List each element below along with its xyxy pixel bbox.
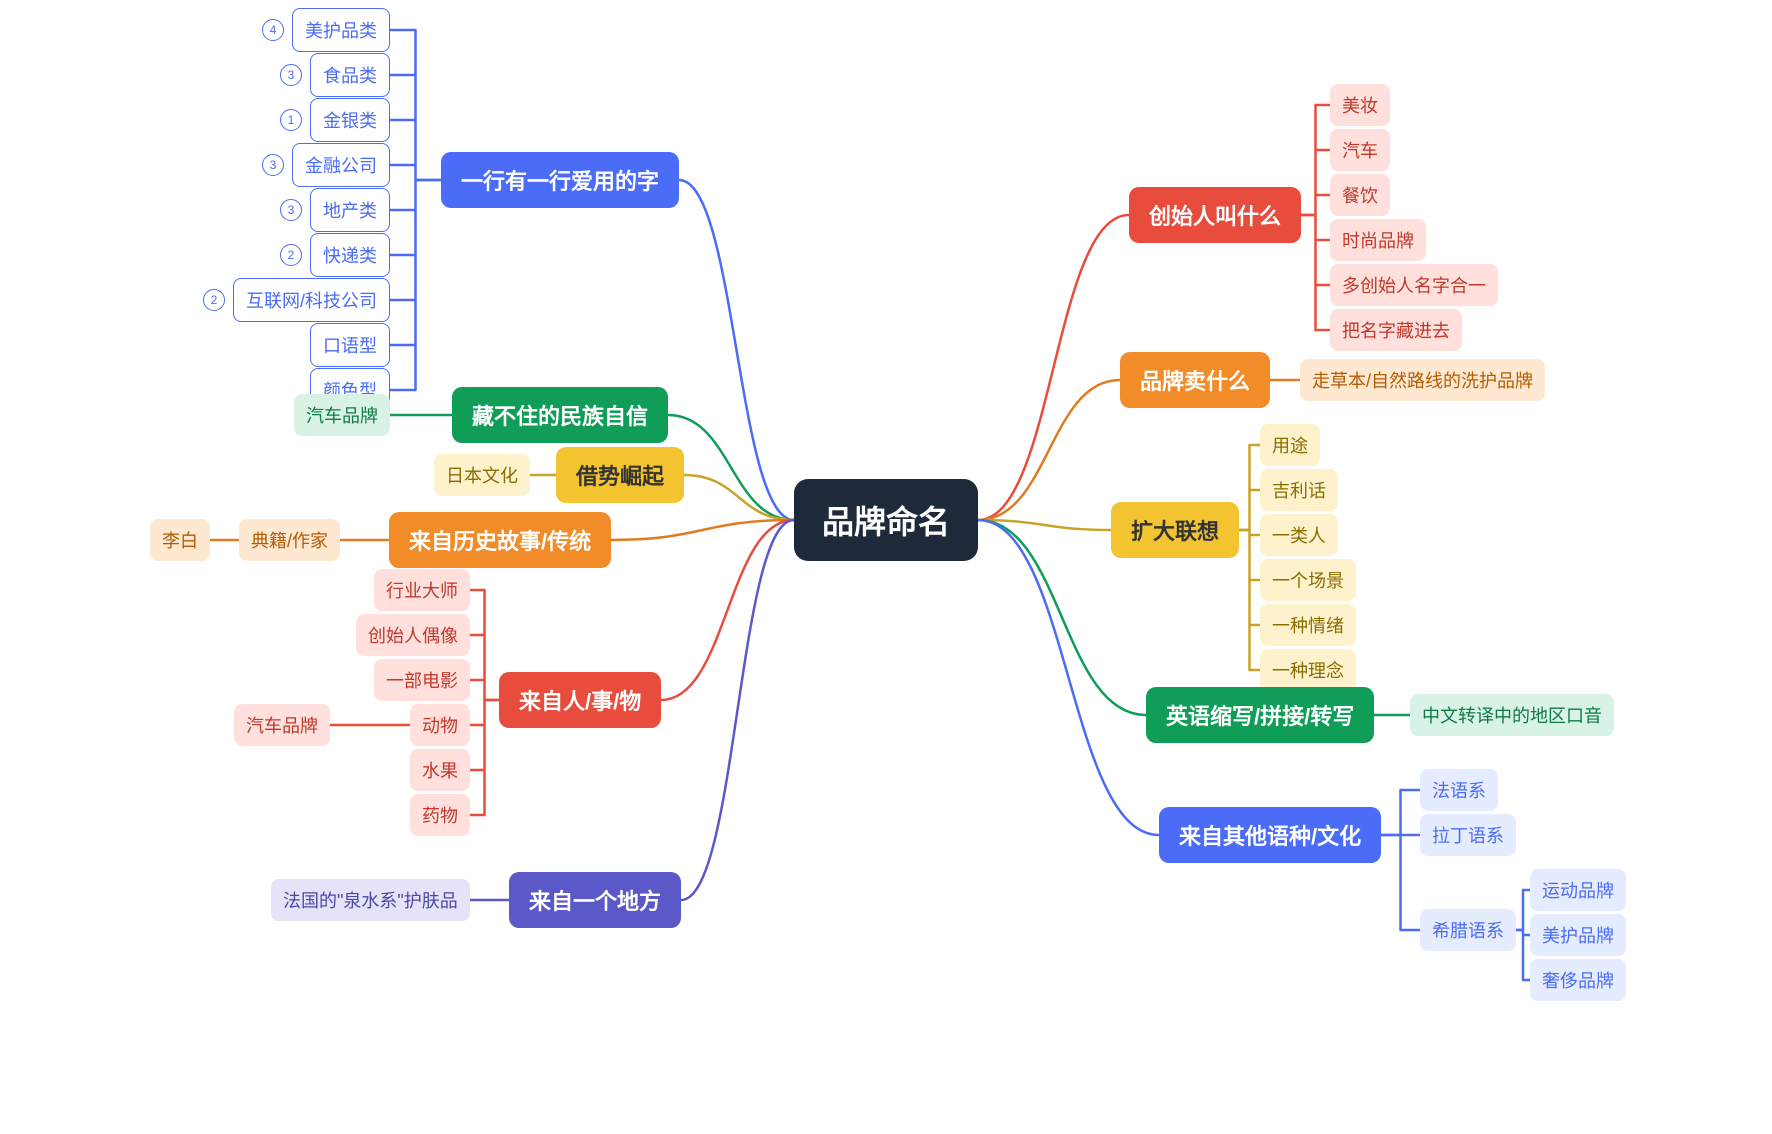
count-badge: 3 — [280, 199, 302, 221]
leaf-node: 食品类 — [310, 53, 390, 97]
leaf-node: 一个场景 — [1260, 559, 1356, 601]
leaf-node: 汽车品牌 — [294, 394, 390, 436]
leaf-node: 餐饮 — [1330, 174, 1390, 216]
leaf-node: 希腊语系 — [1420, 909, 1516, 951]
leaf-node: 奢侈品牌 — [1530, 959, 1626, 1001]
leaf-node: 日本文化 — [434, 454, 530, 496]
count-badge: 2 — [280, 244, 302, 266]
leaf-node: 法国的"泉水系"护肤品 — [271, 879, 470, 921]
count-badge: 3 — [280, 64, 302, 86]
leaf-node: 行业大师 — [374, 569, 470, 611]
branch-node: 扩大联想 — [1111, 502, 1239, 558]
leaf-node: 一种理念 — [1260, 649, 1356, 691]
branch-node: 借势崛起 — [556, 447, 684, 503]
branch-node: 来自人/事/物 — [499, 672, 661, 728]
branch-node: 来自一个地方 — [509, 872, 681, 928]
leaf-node: 美妆 — [1330, 84, 1390, 126]
leaf-node: 金银类 — [310, 98, 390, 142]
branch-node: 来自其他语种/文化 — [1159, 807, 1381, 863]
leaf-node: 互联网/科技公司 — [233, 278, 390, 322]
leaf-node: 一种情绪 — [1260, 604, 1356, 646]
leaf-node: 水果 — [410, 749, 470, 791]
leaf-node: 口语型 — [310, 323, 390, 367]
count-badge: 4 — [262, 19, 284, 41]
leaf-node: 多创始人名字合一 — [1330, 264, 1498, 306]
leaf-node: 用途 — [1260, 424, 1320, 466]
leaf-node: 美护品牌 — [1530, 914, 1626, 956]
branch-node: 创始人叫什么 — [1129, 187, 1301, 243]
leaf-node: 运动品牌 — [1530, 869, 1626, 911]
leaf-node: 一类人 — [1260, 514, 1338, 556]
branch-node: 一行有一行爱用的字 — [441, 152, 679, 208]
leaf-node: 把名字藏进去 — [1330, 309, 1462, 351]
leaf-node: 美护品类 — [292, 8, 390, 52]
root-node: 品牌命名 — [794, 479, 978, 561]
leaf-node: 典籍/作家 — [239, 519, 340, 561]
leaf-node: 法语系 — [1420, 769, 1498, 811]
leaf-node: 快递类 — [310, 233, 390, 277]
leaf-node: 吉利话 — [1260, 469, 1338, 511]
mindmap-canvas: 品牌命名一行有一行爱用的字美护品类4食品类3金银类1金融公司3地产类3快递类2互… — [0, 0, 1772, 1134]
branch-node: 来自历史故事/传统 — [389, 512, 611, 568]
leaf-node: 创始人偶像 — [356, 614, 470, 656]
branch-node: 英语缩写/拼接/转写 — [1146, 687, 1374, 743]
count-badge: 1 — [280, 109, 302, 131]
leaf-node: 中文转译中的地区口音 — [1410, 694, 1614, 736]
leaf-node: 拉丁语系 — [1420, 814, 1516, 856]
leaf-node: 一部电影 — [374, 659, 470, 701]
branch-node: 藏不住的民族自信 — [452, 387, 668, 443]
leaf-node: 走草本/自然路线的洗护品牌 — [1300, 359, 1545, 401]
branch-node: 品牌卖什么 — [1120, 352, 1270, 408]
count-badge: 3 — [262, 154, 284, 176]
leaf-node: 地产类 — [310, 188, 390, 232]
leaf-node: 药物 — [410, 794, 470, 836]
leaf-node: 时尚品牌 — [1330, 219, 1426, 261]
leaf-node: 汽车 — [1330, 129, 1390, 171]
leaf-node: 汽车品牌 — [234, 704, 330, 746]
leaf-node: 李白 — [150, 519, 210, 561]
leaf-node: 金融公司 — [292, 143, 390, 187]
leaf-node: 动物 — [410, 704, 470, 746]
count-badge: 2 — [203, 289, 225, 311]
